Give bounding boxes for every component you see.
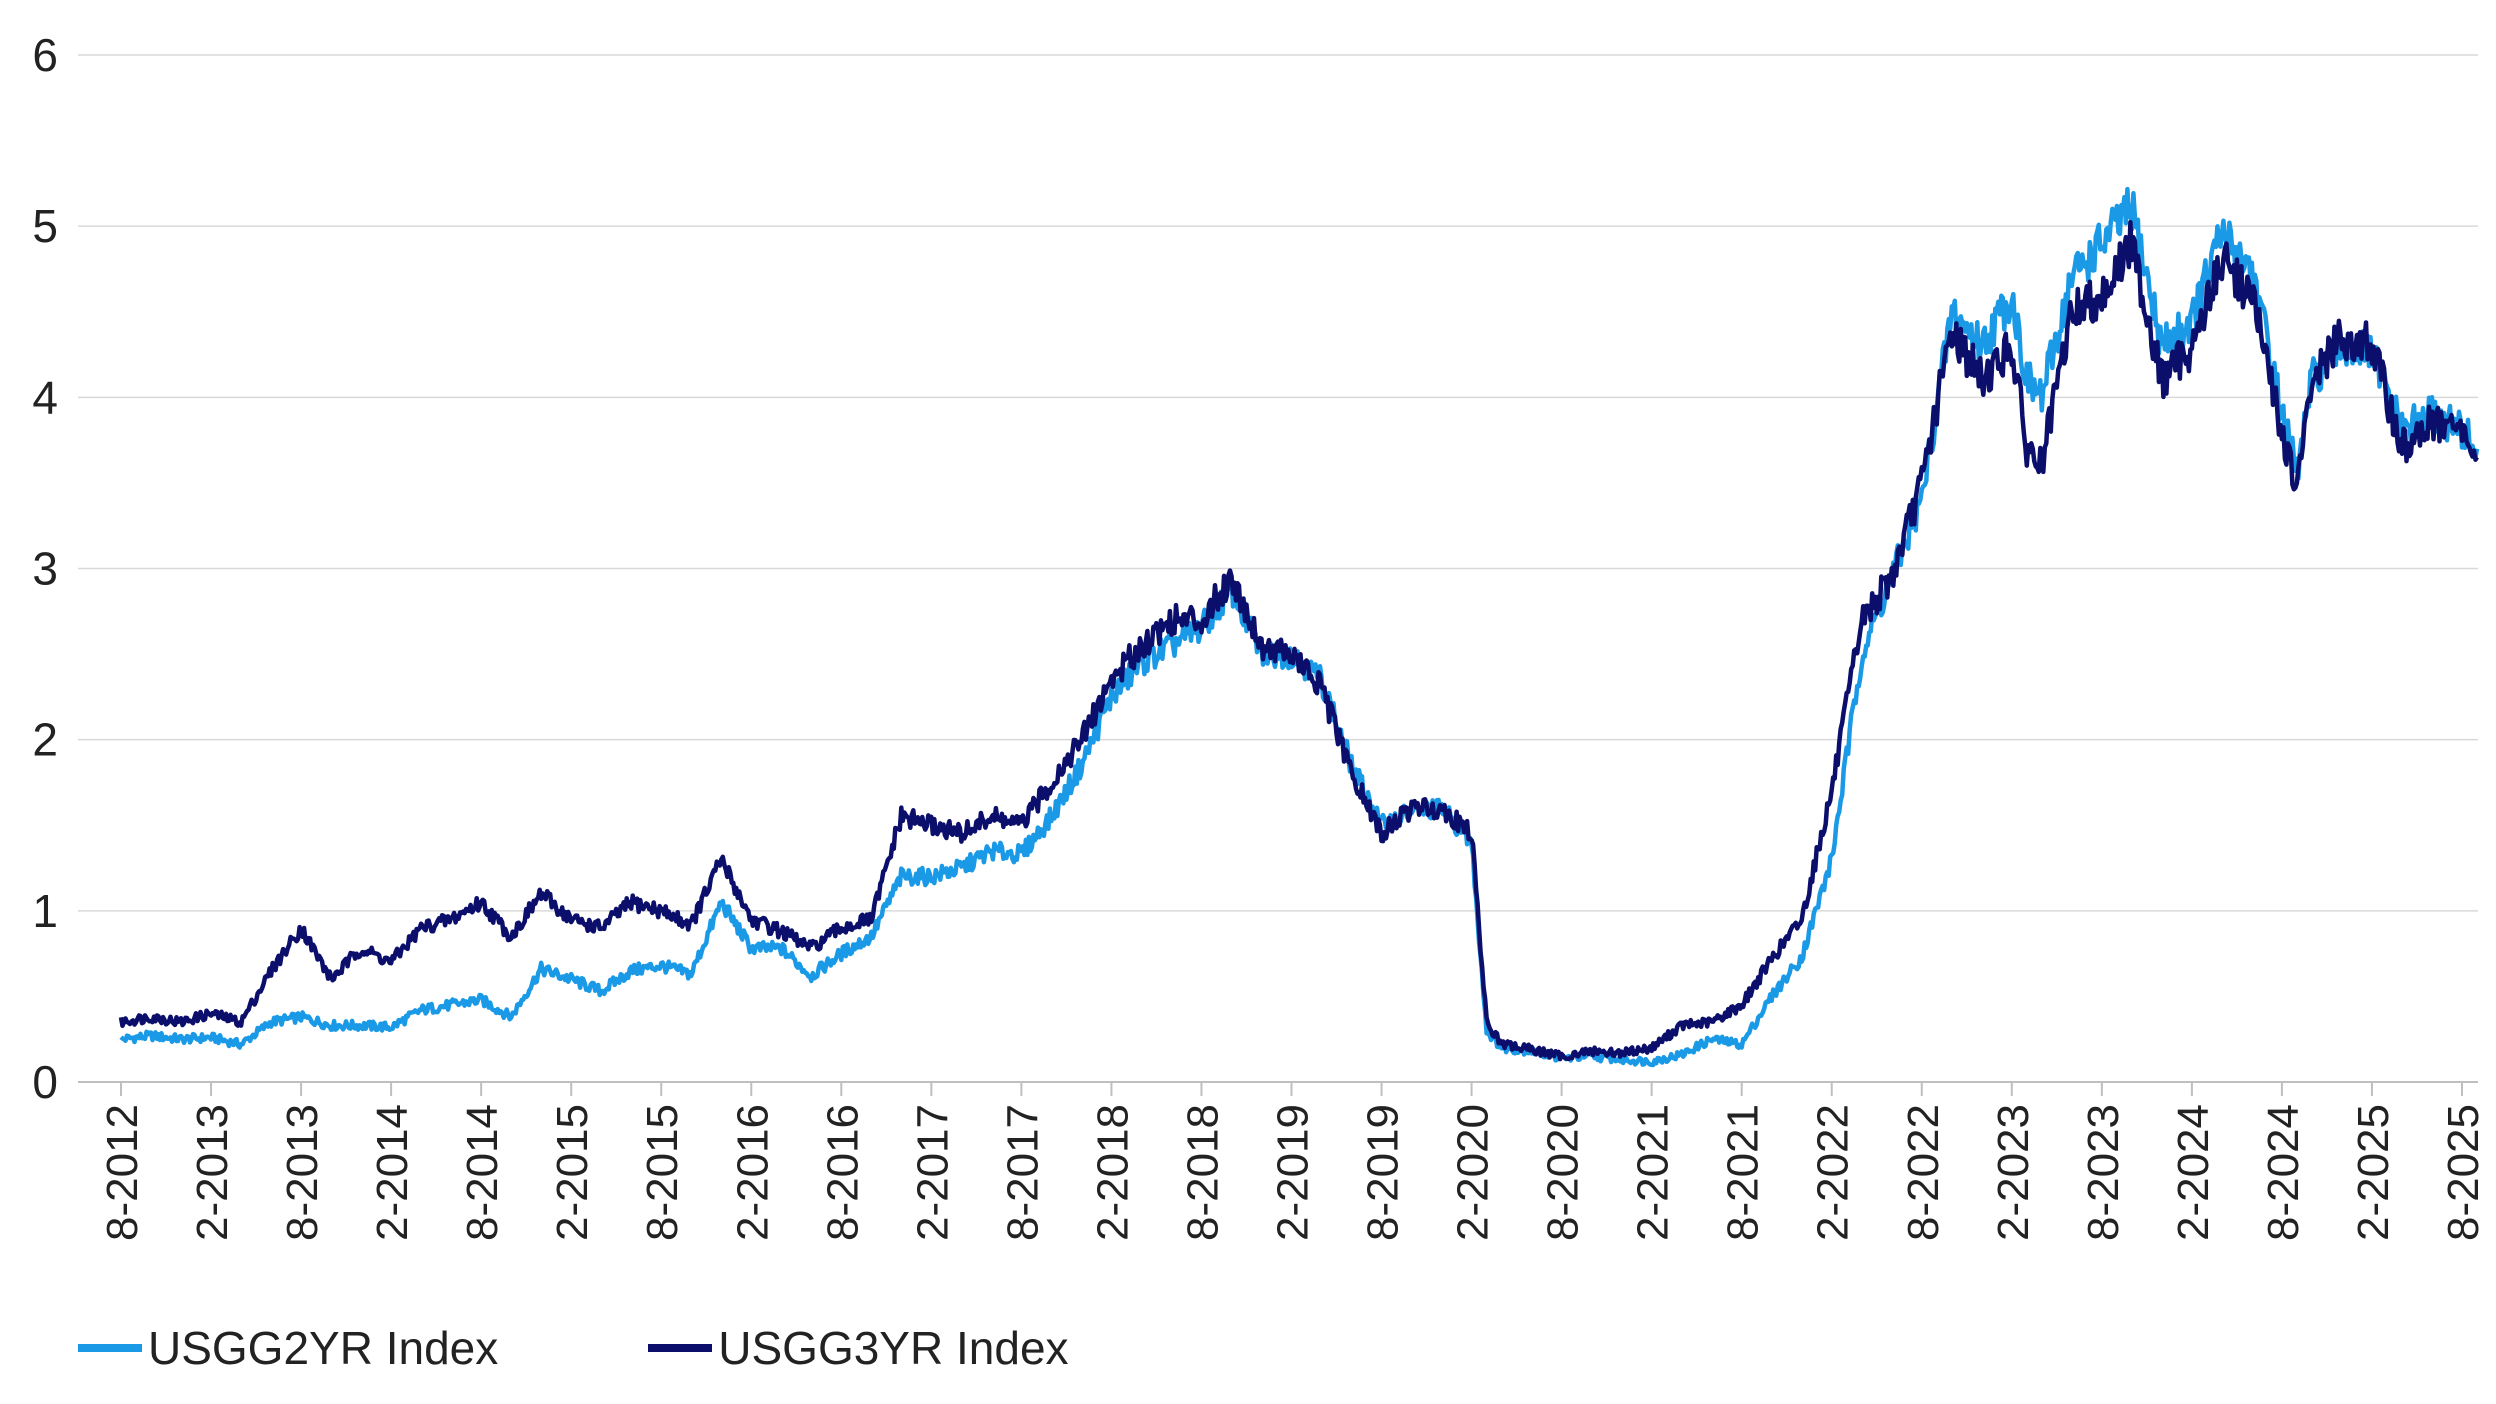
- x-tick-label-2-2018: 2-2018: [1088, 1104, 1137, 1241]
- x-tick-label-8-2023: 8-2023: [2079, 1104, 2128, 1241]
- x-tick-label-8-2016: 8-2016: [818, 1104, 867, 1241]
- x-tick-label-8-2021: 8-2021: [1719, 1104, 1768, 1241]
- x-axis: 8-2012 2-2013 8-2013 2-2014 8-2014 2-2015 8-20…: [78, 1081, 2488, 1241]
- x-tick-label-2-2019: 2-2019: [1269, 1104, 1318, 1241]
- x-tick-label-8-2022: 8-2022: [1899, 1104, 1948, 1241]
- x-tick-label-8-2019: 8-2019: [1359, 1104, 1408, 1241]
- legend-swatch-2yr: [78, 1344, 142, 1352]
- x-tick-label-2-2013: 2-2013: [188, 1104, 237, 1241]
- legend-item-3yr: USGG3YR Index: [648, 1321, 1069, 1375]
- x-tick-label-8-2018: 8-2018: [1178, 1104, 1227, 1241]
- legend-item-2yr: USGG2YR Index: [78, 1321, 498, 1375]
- x-tick-label-2-2025: 2-2025: [2349, 1104, 2398, 1241]
- x-tick-label-8-2015: 8-2015: [638, 1104, 687, 1241]
- x-tick-label-2-2015: 2-2015: [548, 1104, 597, 1241]
- y-tick-label-0: 0: [32, 1056, 58, 1108]
- x-tick-label-2-2016: 2-2016: [728, 1104, 777, 1241]
- x-tick-label-2-2021: 2-2021: [1629, 1104, 1678, 1241]
- x-tick-label-8-2017: 8-2017: [998, 1104, 1047, 1241]
- y-tick-label-1: 1: [32, 885, 58, 937]
- x-tick-label-8-2024: 8-2024: [2259, 1104, 2308, 1241]
- legend-swatch-3yr: [648, 1344, 713, 1352]
- x-tick-label-2-2017: 2-2017: [908, 1104, 957, 1241]
- y-tick-label-4: 4: [32, 371, 58, 423]
- x-tick-label-2-2024: 2-2024: [2169, 1104, 2218, 1241]
- series-lines: [118, 186, 2480, 1068]
- x-tick-label-8-2014: 8-2014: [458, 1104, 507, 1241]
- gridlines: [78, 54, 2478, 912]
- x-tick-label-8-2013: 8-2013: [278, 1104, 327, 1241]
- x-tick-label-8-2025: 8-2025: [2439, 1104, 2488, 1241]
- series-line-3yr: [118, 220, 2479, 1062]
- x-tick-label-2-2014: 2-2014: [368, 1104, 417, 1241]
- y-tick-label-3: 3: [32, 543, 58, 595]
- legend-label-2yr: USGG2YR Index: [148, 1322, 499, 1374]
- y-tick-label-6: 6: [32, 29, 58, 81]
- y-tick-label-2: 2: [32, 714, 58, 766]
- x-tick-label-2-2023: 2-2023: [1989, 1104, 2038, 1241]
- legend: USGG2YR Index USGG3YR Index: [78, 1318, 1069, 1378]
- x-tick-label-8-2012: 8-2012: [98, 1104, 147, 1241]
- x-tick-label-2-2020: 2-2020: [1449, 1104, 1498, 1241]
- series-line-2yr: [119, 186, 2480, 1068]
- x-tick-label-2-2022: 2-2022: [1809, 1104, 1858, 1241]
- y-axis: 0 1 2 3 4 5 6: [32, 29, 58, 1108]
- legend-label-3yr: USGG3YR Index: [718, 1322, 1069, 1374]
- x-tick-label-8-2020: 8-2020: [1539, 1104, 1588, 1241]
- y-tick-label-5: 5: [32, 200, 58, 252]
